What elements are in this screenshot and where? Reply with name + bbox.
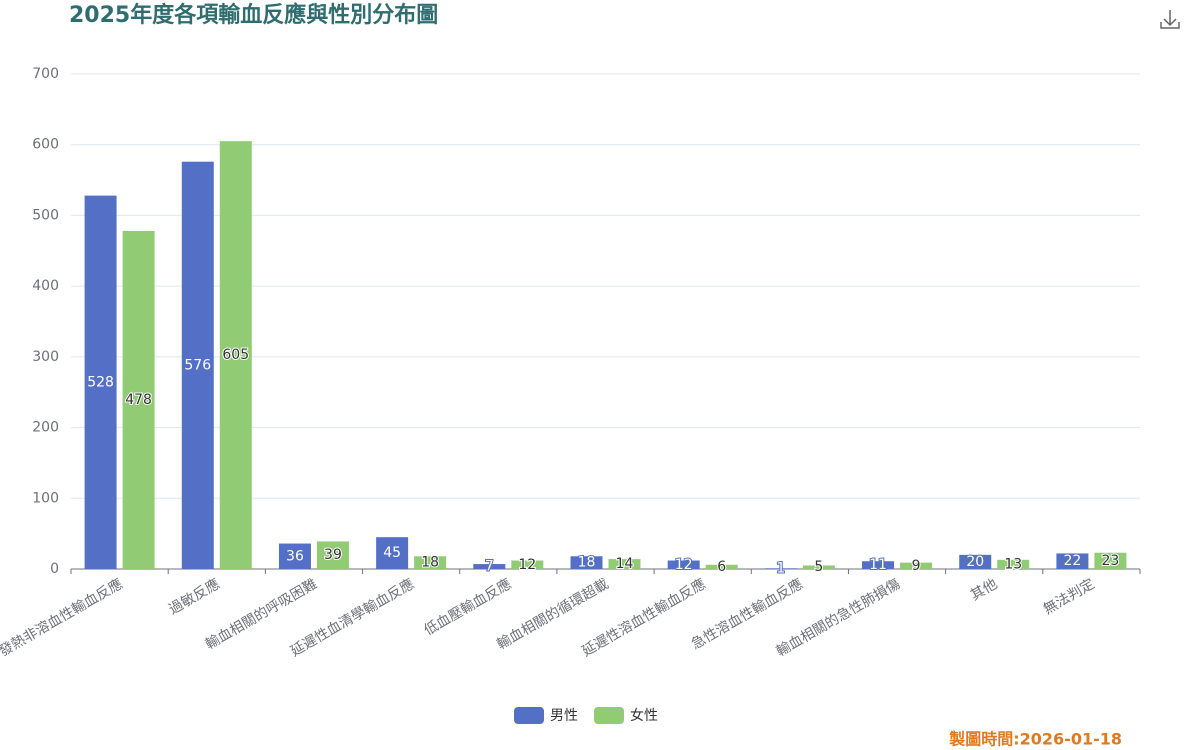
legend-swatch — [514, 707, 544, 724]
bar-value-label: 5 — [814, 559, 823, 575]
bar-value-label: 12 — [518, 557, 536, 573]
bar — [959, 554, 992, 569]
bar-value-label: 39 — [324, 547, 342, 563]
bar-value-label: 9 — [912, 558, 921, 574]
bar — [1094, 552, 1127, 569]
bar — [900, 562, 933, 569]
bar — [376, 537, 409, 569]
y-tick-label: 700 — [32, 66, 59, 82]
bar-value-label: 12 — [675, 557, 693, 573]
x-tick-label: 無法判定 — [1041, 576, 1097, 618]
bar — [570, 556, 603, 569]
bar-value-label: 11 — [869, 557, 887, 573]
bar-value-label: 23 — [1101, 553, 1119, 569]
bar — [862, 561, 895, 569]
bar — [122, 230, 155, 569]
bar — [511, 560, 544, 569]
bar — [608, 559, 641, 569]
bar-value-label: 13 — [1004, 556, 1022, 572]
bar-value-label: 18 — [578, 555, 596, 571]
bar — [414, 556, 447, 569]
bar-value-label: 36 — [286, 548, 304, 564]
bar — [764, 568, 797, 569]
download-button[interactable] — [1160, 10, 1180, 29]
bar-value-label: 7 — [485, 559, 494, 575]
bar — [705, 564, 738, 569]
y-tick-label: 300 — [32, 349, 59, 365]
download-icon[interactable] — [1160, 10, 1180, 29]
bar — [219, 141, 252, 569]
bar — [997, 559, 1030, 569]
bar-value-label: 478 — [125, 392, 152, 408]
bar-value-label: 14 — [616, 556, 634, 572]
bar-value-label: 18 — [421, 555, 439, 571]
bar-value-label: 576 — [184, 357, 211, 373]
bar-value-label: 22 — [1063, 553, 1081, 569]
y-tick-label: 0 — [50, 561, 59, 577]
y-tick-label: 400 — [32, 278, 59, 294]
legend-swatch — [594, 707, 624, 724]
bar — [473, 564, 506, 569]
bar-value-label: 1 — [776, 561, 785, 577]
y-tick-label: 100 — [32, 490, 59, 506]
y-tick-label: 500 — [32, 207, 59, 223]
bar — [316, 541, 349, 569]
bar — [802, 565, 835, 569]
bar-value-label: 605 — [222, 347, 249, 363]
bar — [278, 543, 311, 569]
bar — [1056, 553, 1089, 569]
bar-value-label: 20 — [966, 554, 984, 570]
bar-value-label: 6 — [717, 559, 726, 575]
bar-value-label: 528 — [87, 374, 114, 390]
footer: 製圖時間:2026-01-18 — [948, 730, 1122, 749]
bar — [84, 195, 117, 569]
x-tick-label: 發熱非溶血性輸血反應 — [0, 575, 126, 660]
x-tick-label: 其他 — [968, 576, 1000, 604]
chart-title: 2025年度各項輸血反應與性別分布圖 — [69, 2, 438, 28]
bar — [667, 560, 700, 569]
x-tick-label: 低血壓輸血反應 — [421, 575, 514, 639]
legend-label: 女性 — [630, 707, 658, 724]
bar — [181, 161, 214, 569]
y-tick-label: 600 — [32, 137, 59, 153]
bar-value-label: 45 — [383, 545, 401, 561]
x-tick-label: 過敏反應 — [166, 575, 223, 618]
legend-label: 男性 — [550, 708, 578, 724]
y-tick-label: 200 — [32, 420, 59, 436]
